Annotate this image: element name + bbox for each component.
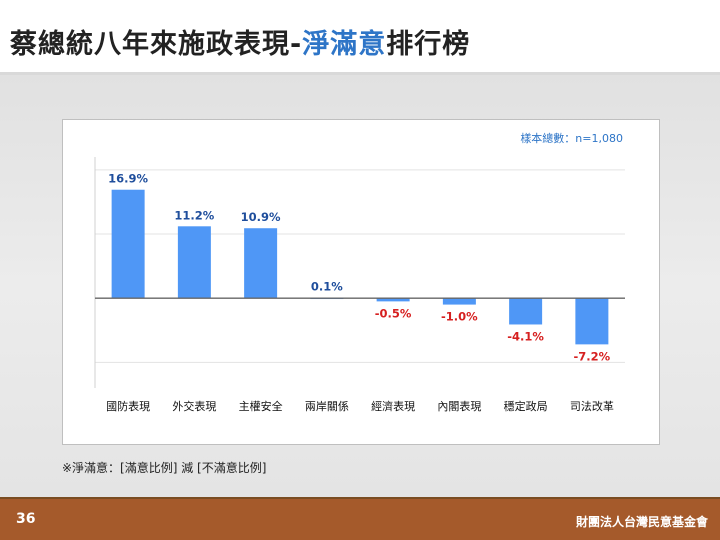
page-number: 36 (16, 511, 36, 527)
chart-panel: 16.9% 11.2% 10.9% 0.1% -0.5% -1.0% -4.1% -7.2% 國… (62, 119, 660, 445)
title-bar: 蔡總統八年來施政表現-淨滿意排行榜 (0, 0, 720, 72)
x-tick-label: 國防表現 (106, 399, 150, 413)
x-tick-label: 兩岸關係 (305, 400, 349, 413)
bar (111, 189, 145, 299)
bar (177, 226, 211, 299)
data-label: -4.1% (507, 329, 544, 343)
bar (442, 298, 476, 305)
data-label: 11.2% (174, 208, 214, 222)
page-title: 蔡總統八年來施政表現-淨滿意排行榜 (10, 22, 470, 61)
footnote: ※淨滿意：[滿意比例] 減 [不滿意比例] (62, 461, 267, 475)
bar-chart: 16.9% 11.2% 10.9% 0.1% -0.5% -1.0% -4.1% -7.2% 國… (94, 131, 625, 413)
sample-size-annotation: 樣本總數：n=1,080 (520, 131, 623, 145)
x-tick-label: 主權安全 (239, 399, 283, 413)
data-label: -7.2% (574, 349, 611, 363)
data-label: -0.5% (375, 306, 412, 320)
data-label: 16.9% (108, 172, 148, 186)
data-label: 0.1% (311, 280, 343, 294)
footer-divider (0, 497, 720, 499)
bar (244, 228, 278, 299)
title-highlight: 淨滿意 (302, 29, 387, 60)
bar (509, 298, 543, 325)
bar (575, 298, 609, 345)
title-divider (0, 72, 720, 75)
x-tick-label: 經濟表現 (371, 399, 415, 413)
x-tick-label: 穩定政局 (504, 399, 548, 413)
title-suffix: 排行榜 (386, 29, 471, 60)
x-tick-label: 司法改革 (570, 399, 614, 413)
bar (376, 298, 410, 302)
footer-bar: 36 財團法人台灣民意基金會 (0, 499, 720, 540)
x-tick-label: 內閣表現 (437, 399, 481, 413)
data-label: 10.9% (241, 210, 281, 224)
title-prefix: 蔡總統八年來施政表現- (10, 29, 303, 60)
x-tick-label: 外交表現 (172, 399, 216, 413)
data-label: -1.0% (441, 310, 478, 324)
organization-name: 財團法人台灣民意基金會 (575, 515, 708, 529)
